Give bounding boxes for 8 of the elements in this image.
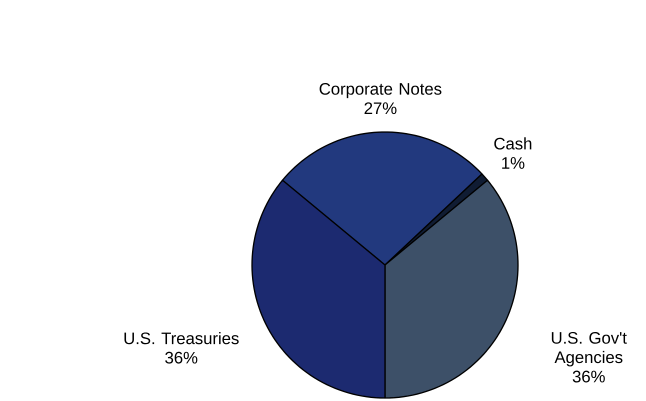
slice-label: Cash [494,137,532,150]
slice-label: Corporate Notes [320,83,442,98]
data-label: 1% [502,157,524,169]
data-label: 36% [572,370,605,382]
slice-label: U.S. Gov't Agencies [552,332,627,366]
data-label: 27% [364,102,396,114]
slice-label: U.S. Treasuries [124,332,239,344]
data-label: 36% [165,352,198,364]
